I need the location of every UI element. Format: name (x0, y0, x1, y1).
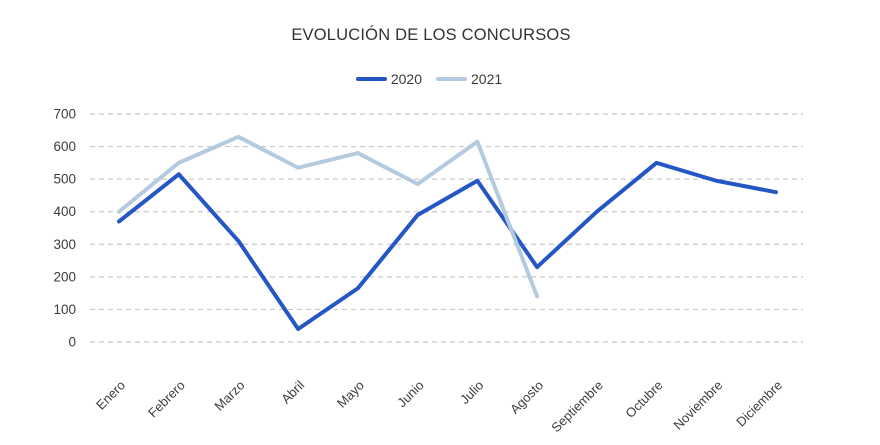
legend-swatch-2021 (436, 77, 467, 81)
y-axis-tick-label-700: 700 (53, 107, 76, 122)
legend-item-2020[interactable]: 2020 (355, 71, 422, 87)
chart-title: EVOLUCIÓN DE LOS CONCURSOS (291, 26, 571, 44)
x-axis-month-label-diciembre: Diciembre (733, 378, 785, 430)
legend-label-2020: 2020 (390, 71, 422, 87)
x-axis-month-label-enero: Enero (93, 378, 128, 413)
x-axis-month-label-marzo: Marzo (211, 378, 247, 414)
x-axis-month-label-noviembre: Noviembre (670, 378, 725, 433)
x-axis-month-label-mayo: Mayo (334, 378, 367, 411)
y-axis-tick-label-600: 600 (53, 139, 76, 154)
x-axis-month-label-agosto: Agosto (507, 378, 546, 417)
x-axis-month-label-febrero: Febrero (145, 378, 188, 421)
x-axis-month-label-julio: Julio (457, 378, 487, 408)
y-axis-tick-label-500: 500 (53, 172, 76, 187)
series-line-2021 (117, 134, 540, 299)
y-axis-tick-label-400: 400 (53, 204, 76, 219)
x-axis-month-label-septiembre: Septiembre (548, 378, 606, 436)
legend-swatch-2020 (355, 77, 387, 81)
x-axis-month-label-abril: Abril (278, 377, 307, 406)
legend-label-2021: 2021 (471, 71, 503, 87)
y-axis-tick-label-0: 0 (68, 335, 76, 350)
x-axis-month-label-junio: Junio (394, 378, 427, 411)
chart-legend: 2020 2021 (0, 71, 858, 87)
legend-item-2021[interactable]: 2021 (436, 71, 502, 87)
x-axis-month-label-octubre: Octubre (622, 378, 665, 421)
y-axis-tick-label-300: 300 (53, 237, 76, 252)
y-axis-tick-label-100: 100 (53, 302, 76, 317)
y-axis-tick-label-200: 200 (53, 269, 76, 284)
series-line-2020 (117, 160, 778, 331)
